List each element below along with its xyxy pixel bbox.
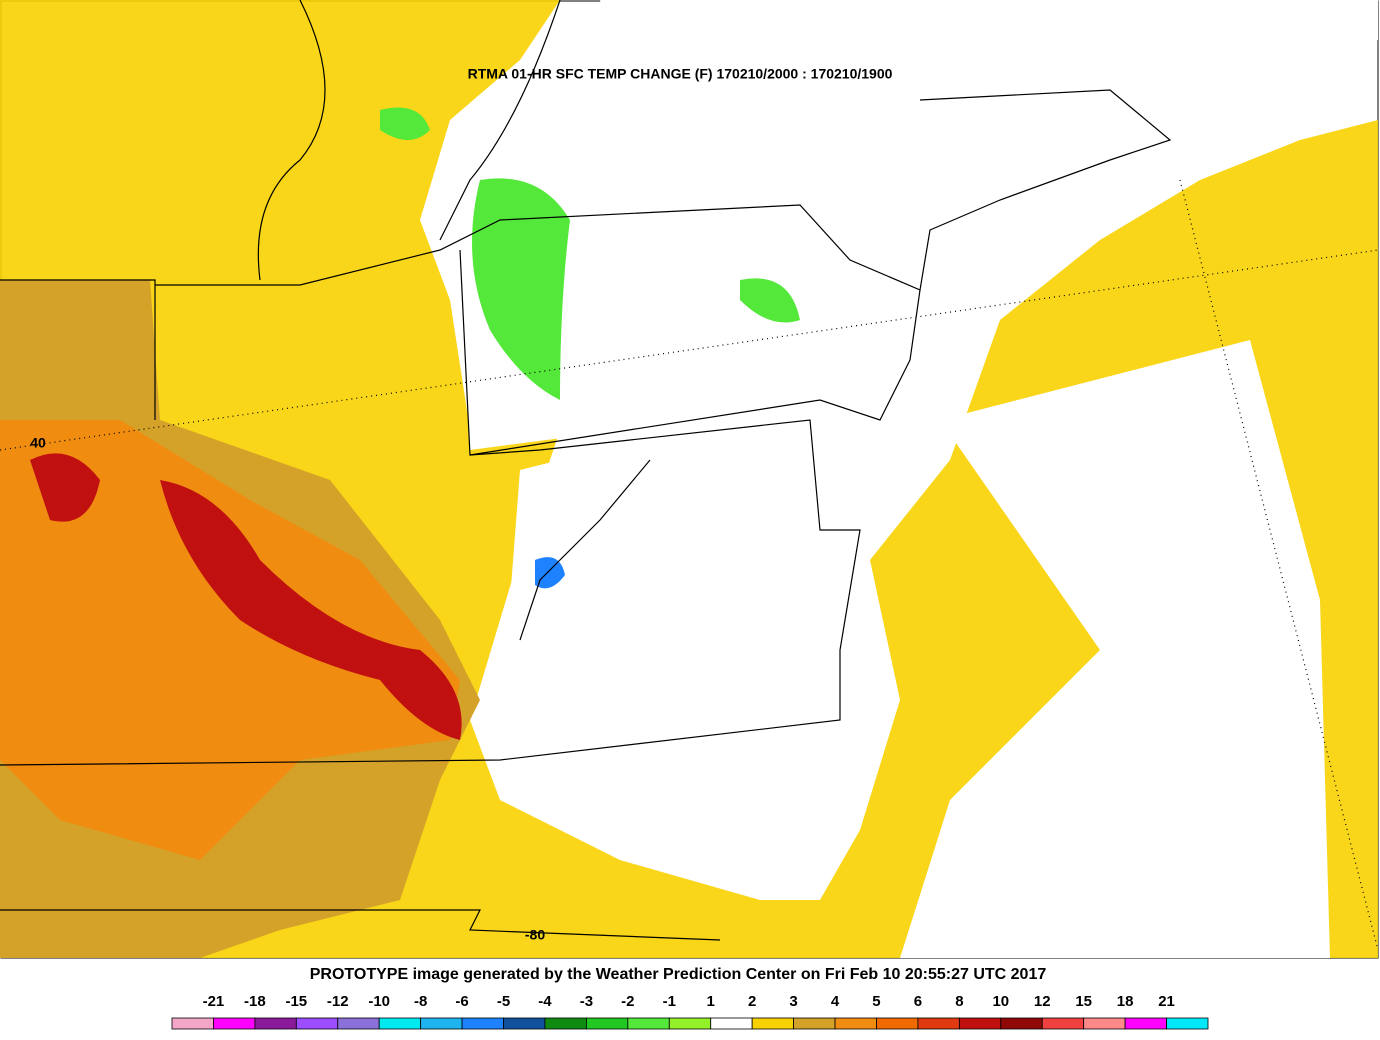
- boundaries: [0, 0, 1379, 951]
- colorbar-label: -4: [538, 993, 552, 1010]
- colorbar-label: -8: [414, 993, 427, 1010]
- colorbar-box: [627, 1017, 670, 1030]
- map-title: RTMA 01-HR SFC TEMP CHANGE (F) 170210/20…: [468, 66, 893, 82]
- warming-area: [30, 453, 462, 740]
- colorbar-box: [254, 1017, 297, 1030]
- colorbar: -21 -18 -15 -12 -10 -8 -6 -5 -4 -3 -2 -1 1 2 3 4 5 6 8 10 12…: [171, 993, 1209, 1030]
- colorbar-label: 12: [1034, 993, 1051, 1010]
- neutral-area: [900, 340, 1330, 958]
- longitude-label: -80: [525, 927, 545, 943]
- colorbar-box: [1083, 1017, 1126, 1030]
- colorbar-box: [710, 1017, 753, 1030]
- colorbar-label: 1: [707, 993, 715, 1010]
- colorbar-label: -18: [244, 993, 266, 1010]
- warming-area: [0, 420, 460, 860]
- colorbar-box: [793, 1017, 836, 1030]
- colorbar-box: [337, 1017, 380, 1030]
- colorbar-label: 10: [992, 993, 1009, 1010]
- colorbar-box: [1124, 1017, 1167, 1030]
- cooling-area: [380, 107, 800, 400]
- neutral-area: [510, 440, 840, 880]
- colorbar-box: [586, 1017, 629, 1030]
- colorbar-label: 5: [872, 993, 880, 1010]
- colorbar-box: [461, 1017, 504, 1030]
- colorbar-label: -10: [368, 993, 390, 1010]
- colorbar-label: 21: [1158, 993, 1175, 1010]
- colorbar-box: [668, 1017, 712, 1030]
- colorbar-label: 15: [1075, 993, 1092, 1010]
- colorbar-label: -12: [327, 993, 349, 1010]
- colorbar-box: [876, 1017, 919, 1030]
- colorbar-label: -15: [285, 993, 307, 1010]
- colorbar-label: 3: [789, 993, 797, 1010]
- colorbar-label: 2: [748, 993, 756, 1010]
- colorbar-label: -1: [663, 993, 676, 1010]
- colorbar-box: [1041, 1017, 1085, 1030]
- colorbar-box: [295, 1017, 339, 1030]
- colorbar-box: [834, 1017, 877, 1030]
- colorbar-box: [1000, 1017, 1043, 1030]
- colorbar-label: -3: [580, 993, 593, 1010]
- colorbar-label: 8: [955, 993, 963, 1010]
- colorbar-label: -21: [203, 993, 225, 1010]
- colorbar-box: [544, 1017, 587, 1030]
- colorbar-box: [171, 1017, 214, 1030]
- colorbar-label: -5: [497, 993, 510, 1010]
- colorbar-box: [751, 1017, 794, 1030]
- colorbar-label: -2: [621, 993, 634, 1010]
- colorbar-label: -6: [455, 993, 468, 1010]
- map: RTMA 01-HR SFC TEMP CHANGE (F) 170210/20…: [0, 0, 1379, 959]
- colorbar-box: [503, 1017, 546, 1030]
- colorbar-label: 6: [914, 993, 922, 1010]
- footer-credit: PROTOTYPE image generated by the Weather…: [310, 966, 1047, 983]
- colorbar-box: [917, 1017, 960, 1030]
- colorbar-box: [958, 1017, 1002, 1030]
- neutral-area: [460, 210, 900, 450]
- colorbar-label: 18: [1117, 993, 1134, 1010]
- colorbar-box: [420, 1017, 463, 1030]
- colorbar-box: [1166, 1017, 1209, 1030]
- cooling-area: [535, 557, 565, 589]
- colorbar-box: [213, 1017, 256, 1030]
- neutral-area: [600, 0, 1378, 160]
- latitude-label: 40: [30, 435, 46, 451]
- colorbar-box: [378, 1017, 422, 1030]
- colorbar-label: 4: [831, 993, 840, 1010]
